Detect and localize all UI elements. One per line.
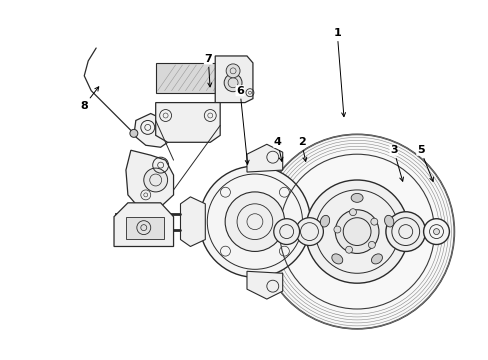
Polygon shape — [246, 271, 282, 299]
Circle shape — [130, 129, 138, 137]
Ellipse shape — [331, 254, 342, 264]
Circle shape — [224, 192, 284, 251]
Text: 4: 4 — [273, 137, 283, 161]
Circle shape — [225, 64, 240, 78]
Circle shape — [367, 242, 375, 248]
Polygon shape — [126, 150, 173, 210]
Polygon shape — [180, 197, 205, 247]
Circle shape — [349, 209, 356, 216]
Ellipse shape — [371, 254, 382, 264]
Polygon shape — [126, 217, 163, 239]
Ellipse shape — [350, 193, 362, 202]
Circle shape — [224, 74, 242, 92]
Circle shape — [199, 166, 310, 277]
Ellipse shape — [384, 215, 393, 227]
Text: 3: 3 — [389, 145, 403, 181]
Polygon shape — [246, 144, 282, 172]
Circle shape — [423, 219, 448, 244]
Circle shape — [305, 180, 408, 283]
Text: 2: 2 — [297, 137, 306, 161]
Circle shape — [259, 134, 453, 329]
Circle shape — [333, 226, 340, 233]
Circle shape — [433, 229, 439, 235]
Circle shape — [143, 168, 167, 192]
Text: 8: 8 — [80, 87, 99, 111]
Circle shape — [345, 246, 352, 253]
Polygon shape — [155, 103, 220, 142]
Text: 6: 6 — [236, 86, 248, 164]
Polygon shape — [114, 203, 173, 247]
Polygon shape — [215, 56, 252, 103]
Text: 1: 1 — [333, 28, 345, 117]
Text: 5: 5 — [416, 145, 432, 181]
Circle shape — [385, 212, 425, 251]
Polygon shape — [134, 113, 170, 147]
Text: 7: 7 — [204, 54, 212, 87]
Circle shape — [335, 210, 378, 253]
Circle shape — [273, 219, 299, 244]
Circle shape — [295, 218, 323, 246]
Polygon shape — [155, 63, 220, 93]
Circle shape — [370, 218, 377, 225]
Ellipse shape — [320, 215, 329, 227]
